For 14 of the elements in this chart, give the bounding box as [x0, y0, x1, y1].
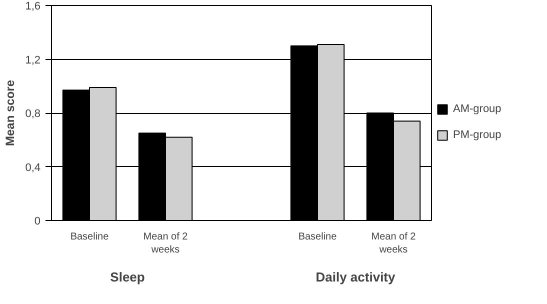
y-tick-label: 0,8	[25, 108, 41, 120]
x-tick-label: Baseline	[298, 232, 338, 242]
y-tick-label: 0,4	[25, 162, 41, 174]
legend-label: AM-group	[453, 102, 502, 114]
x-tick-label: Mean of 2 weeks	[371, 232, 416, 256]
x-tick-label: Baseline	[70, 232, 110, 242]
legend-label: PM-group	[453, 128, 502, 140]
y-tick-label: 1,6	[25, 0, 41, 12]
y-tick-label: 1,2	[25, 54, 41, 66]
text: Daily activity	[316, 270, 396, 284]
y-axis-title: Mean score	[3, 80, 18, 146]
y-tick-label: 0	[34, 216, 41, 228]
x-tick-label: Mean of 2 weeks	[143, 232, 188, 256]
text: Sleep	[110, 270, 145, 284]
